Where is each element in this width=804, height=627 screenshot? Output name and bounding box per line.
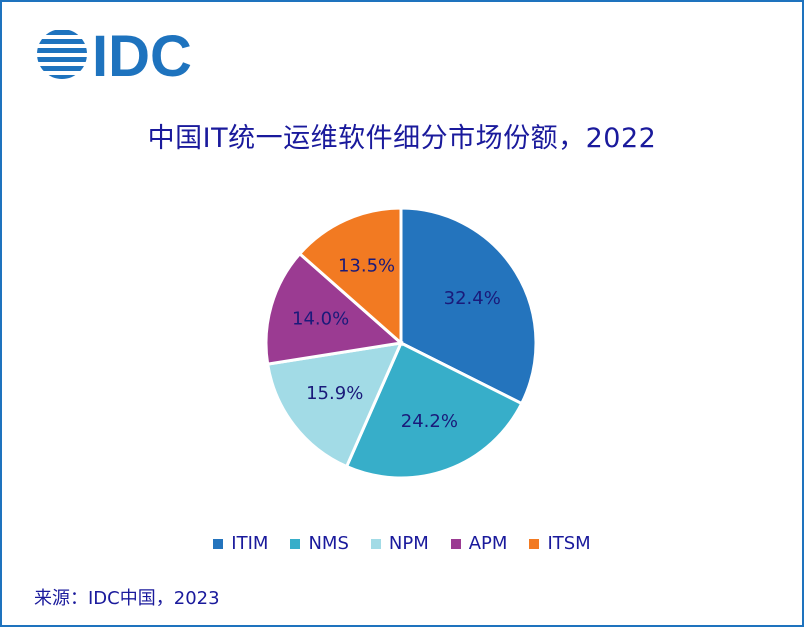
legend-label: ITIM xyxy=(231,533,269,554)
legend-item-itim: ITIM xyxy=(213,533,268,554)
slice-label-npm: 15.9% xyxy=(306,383,363,404)
legend-label: NPM xyxy=(388,533,429,554)
legend-label: ITSM xyxy=(547,533,591,554)
logo-text: IDC xyxy=(92,24,192,84)
legend-item-apm: APM xyxy=(450,533,508,554)
legend: ITIM NMS NPM APM ITSM xyxy=(2,533,802,554)
slice-label-itsm: 13.5% xyxy=(338,256,395,277)
slice-label-apm: 14.0% xyxy=(292,309,349,330)
legend-label: APM xyxy=(468,533,508,554)
idc-logo: IDC xyxy=(37,24,192,84)
pie-slice-apm xyxy=(264,251,405,366)
slice-label-nms: 24.2% xyxy=(401,411,458,432)
legend-item-itsm: ITSM xyxy=(529,533,591,554)
chart-title: 中国IT统一运维软件细分市场份额，2022 xyxy=(147,123,657,154)
legend-swatch xyxy=(370,538,381,549)
legend-swatch xyxy=(450,538,461,549)
legend-swatch xyxy=(290,538,301,549)
source-note: 来源：IDC中国，2023 xyxy=(34,588,220,609)
legend-item-npm: NPM xyxy=(370,533,429,554)
pie-slice-npm xyxy=(265,341,404,469)
pie-slice-itim xyxy=(399,206,538,406)
legend-item-nms: NMS xyxy=(290,533,349,554)
legend-label: NMS xyxy=(308,533,349,554)
slice-label-itim: 32.4% xyxy=(444,288,501,309)
legend-swatch xyxy=(213,538,224,549)
pie-slice-nms xyxy=(344,340,524,480)
pie-slice-itsm xyxy=(297,206,403,347)
legend-swatch xyxy=(529,538,540,549)
